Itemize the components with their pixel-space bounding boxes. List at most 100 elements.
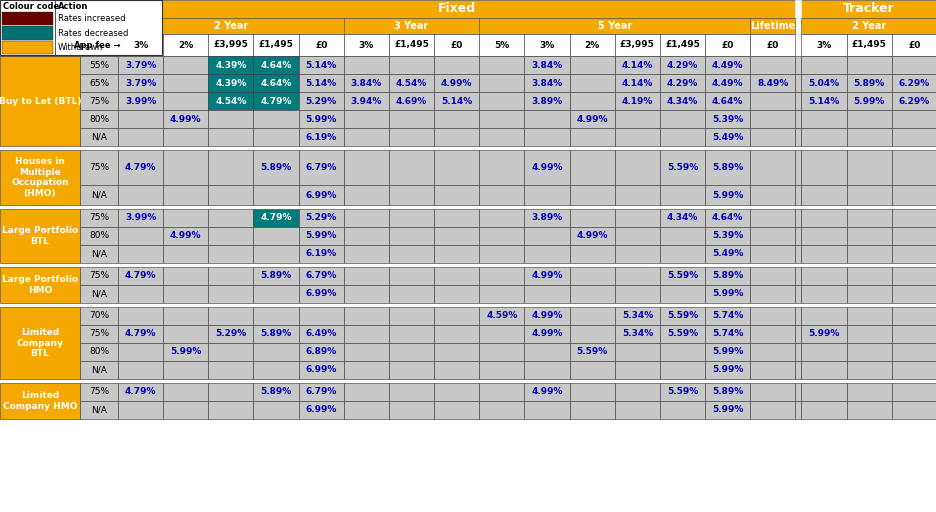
Bar bbox=[569, 285, 614, 303]
Bar bbox=[846, 307, 891, 325]
Text: 5.74%: 5.74% bbox=[711, 330, 742, 338]
Bar bbox=[659, 383, 705, 401]
Bar bbox=[299, 209, 344, 227]
Bar bbox=[800, 343, 846, 361]
Bar bbox=[80, 110, 118, 128]
Text: 2 Year: 2 Year bbox=[213, 21, 248, 31]
Text: 5.04%: 5.04% bbox=[808, 78, 839, 88]
Text: 5.99%: 5.99% bbox=[305, 115, 337, 123]
Bar bbox=[433, 227, 479, 245]
Bar bbox=[569, 209, 614, 227]
Bar bbox=[569, 110, 614, 128]
Text: 4.64%: 4.64% bbox=[260, 78, 291, 88]
Bar bbox=[846, 245, 891, 263]
Text: 2 Year: 2 Year bbox=[851, 21, 885, 31]
Bar bbox=[750, 227, 795, 245]
Bar bbox=[569, 343, 614, 361]
Bar bbox=[659, 245, 705, 263]
Text: 4.79%: 4.79% bbox=[124, 388, 156, 396]
Bar bbox=[208, 307, 254, 325]
Bar bbox=[750, 18, 795, 34]
Text: 4.29%: 4.29% bbox=[666, 60, 697, 70]
Bar bbox=[795, 128, 800, 146]
Bar bbox=[163, 307, 208, 325]
Bar bbox=[524, 227, 569, 245]
Bar bbox=[118, 307, 163, 325]
Bar bbox=[614, 227, 659, 245]
Bar bbox=[388, 92, 433, 110]
Text: 5.14%: 5.14% bbox=[441, 96, 472, 105]
Bar bbox=[479, 383, 524, 401]
Bar bbox=[433, 110, 479, 128]
Text: 5%: 5% bbox=[494, 40, 509, 50]
Bar bbox=[524, 343, 569, 361]
Bar bbox=[891, 150, 936, 185]
Bar bbox=[433, 74, 479, 92]
Bar bbox=[254, 401, 299, 419]
Bar bbox=[433, 56, 479, 74]
Bar bbox=[2, 40, 53, 54]
Bar bbox=[80, 209, 118, 227]
Text: 6.99%: 6.99% bbox=[305, 190, 337, 200]
Bar bbox=[344, 18, 479, 34]
Bar bbox=[891, 34, 936, 56]
Bar bbox=[208, 361, 254, 379]
Text: 5.89%: 5.89% bbox=[711, 271, 742, 281]
Text: £1,495: £1,495 bbox=[665, 40, 699, 50]
Bar bbox=[659, 110, 705, 128]
Bar bbox=[569, 56, 614, 74]
Text: 2%: 2% bbox=[178, 40, 193, 50]
Text: 3.84%: 3.84% bbox=[531, 78, 563, 88]
Bar bbox=[344, 383, 388, 401]
Bar bbox=[344, 361, 388, 379]
Bar bbox=[795, 209, 800, 227]
Text: 3.89%: 3.89% bbox=[531, 214, 563, 223]
Bar bbox=[705, 110, 750, 128]
Text: 4.99%: 4.99% bbox=[531, 388, 563, 396]
Text: 4.14%: 4.14% bbox=[622, 78, 652, 88]
Bar bbox=[479, 56, 524, 74]
Bar bbox=[846, 343, 891, 361]
Bar bbox=[800, 128, 846, 146]
Bar bbox=[479, 325, 524, 343]
Bar bbox=[891, 401, 936, 419]
Text: Buy to Let (BTL): Buy to Let (BTL) bbox=[0, 96, 81, 105]
Bar bbox=[750, 92, 795, 110]
Bar bbox=[659, 150, 705, 185]
Bar bbox=[524, 128, 569, 146]
Text: 6.99%: 6.99% bbox=[305, 289, 337, 298]
Bar bbox=[614, 185, 659, 205]
Bar bbox=[524, 401, 569, 419]
Bar bbox=[659, 267, 705, 285]
Bar bbox=[795, 74, 800, 92]
Bar bbox=[846, 185, 891, 205]
Bar bbox=[614, 361, 659, 379]
Text: 75%: 75% bbox=[89, 163, 109, 172]
Bar bbox=[388, 267, 433, 285]
Bar bbox=[80, 150, 118, 185]
Bar bbox=[80, 401, 118, 419]
Text: £0: £0 bbox=[314, 40, 327, 50]
Bar bbox=[614, 307, 659, 325]
Bar bbox=[344, 56, 388, 74]
Text: Colour code: Colour code bbox=[3, 2, 59, 11]
Text: 5.89%: 5.89% bbox=[260, 388, 291, 396]
Bar bbox=[163, 128, 208, 146]
Text: 5.59%: 5.59% bbox=[666, 163, 697, 172]
Text: 6.19%: 6.19% bbox=[305, 133, 337, 141]
Text: 5.89%: 5.89% bbox=[260, 330, 291, 338]
Text: 5.34%: 5.34% bbox=[622, 330, 652, 338]
Bar bbox=[479, 245, 524, 263]
Bar bbox=[299, 185, 344, 205]
Bar bbox=[846, 56, 891, 74]
Bar bbox=[795, 56, 800, 74]
Bar bbox=[569, 92, 614, 110]
Bar bbox=[659, 128, 705, 146]
Bar bbox=[254, 185, 299, 205]
Bar bbox=[614, 383, 659, 401]
Bar bbox=[569, 325, 614, 343]
Text: 4.64%: 4.64% bbox=[260, 60, 291, 70]
Bar bbox=[299, 128, 344, 146]
Bar bbox=[795, 185, 800, 205]
Bar bbox=[569, 245, 614, 263]
